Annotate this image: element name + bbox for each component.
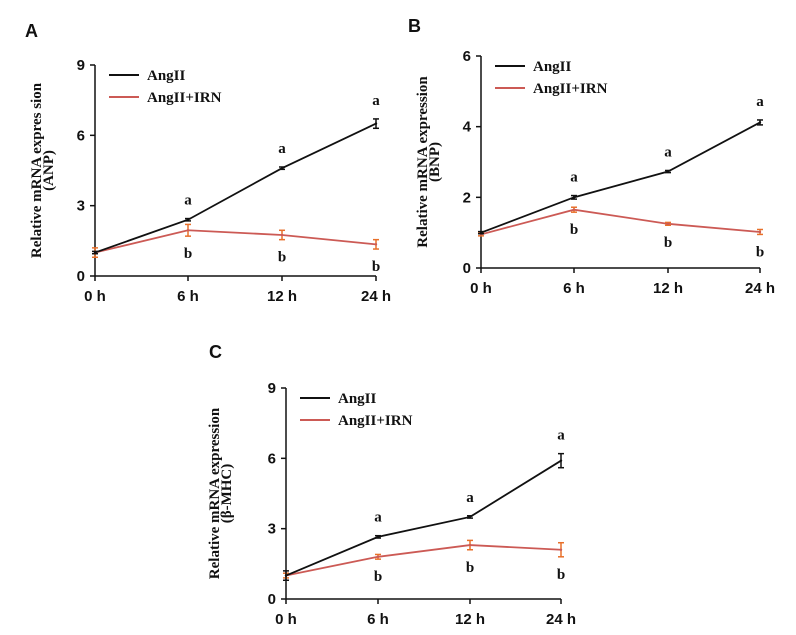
data-point: [559, 459, 563, 462]
data-point: [758, 230, 762, 234]
significance-label: a: [664, 144, 672, 160]
chart-panel-a: A 0 3 6 9 0 h 6 h 12 h 24 h Relative mRNA expres …: [25, 21, 391, 305]
significance-label: a: [466, 490, 474, 506]
series-line-angii-irn: [285, 544, 562, 577]
data-point: [572, 196, 576, 199]
legend-label: AngII: [338, 391, 377, 407]
data-point: [376, 535, 380, 539]
y-tick-label: 2: [463, 189, 471, 206]
y-axis-label: (BNP): [427, 142, 443, 182]
y-axis-label: Relative mRNA expres sion: [29, 82, 45, 258]
y-tick-label: 0: [463, 260, 471, 277]
x-tick-label: 24 h: [361, 288, 391, 305]
series-line-angii-irn: [94, 229, 377, 254]
chart-panel-c: C 0 3 6 9 0 h 6 h 12 h 24 h Relative mRNA express…: [207, 342, 576, 628]
data-point: [479, 231, 483, 234]
y-tick-label: 3: [268, 521, 276, 538]
series-line-angii-irn: [480, 208, 761, 236]
data-point: [559, 548, 563, 551]
data-point: [280, 233, 284, 237]
data-point: [572, 208, 576, 211]
legend-label: AngII+IRN: [147, 90, 222, 106]
significance-label: a: [570, 170, 578, 186]
y-axis-label: Relative mRNA expression: [207, 407, 223, 579]
panel-letter: A: [25, 21, 38, 41]
y-tick-label: 9: [77, 57, 85, 74]
significance-label: a: [372, 93, 380, 109]
y-axis-label: Relative mRNA expression: [415, 76, 431, 248]
x-tick-label: 12 h: [267, 288, 297, 305]
data-point: [186, 218, 190, 221]
significance-label: a: [184, 193, 192, 209]
significance-label: b: [278, 250, 286, 266]
x-tick-label: 6 h: [367, 611, 389, 628]
legend-label: AngII: [533, 59, 572, 75]
y-tick-label: 9: [268, 380, 276, 397]
significance-label: b: [466, 560, 474, 576]
series-line-angii: [480, 121, 761, 234]
data-point: [666, 170, 670, 173]
legend-label: AngII+IRN: [338, 413, 413, 429]
significance-label: b: [664, 235, 672, 251]
series-line-angii: [94, 122, 377, 254]
y-axis-label: (ANP): [41, 150, 57, 191]
y-tick-label: 6: [463, 48, 471, 65]
data-point: [666, 222, 670, 226]
significance-label: b: [372, 259, 380, 275]
y-axis-label: (β-MHC): [219, 464, 235, 524]
x-tick-label: 0 h: [275, 611, 297, 628]
data-point: [93, 251, 97, 254]
data-point: [376, 555, 380, 558]
series-line-angii: [285, 459, 562, 577]
significance-label: b: [184, 246, 192, 262]
significance-label: b: [756, 244, 764, 260]
legend-label: AngII+IRN: [533, 81, 608, 97]
y-tick-label: 3: [77, 198, 85, 215]
x-tick-label: 12 h: [455, 611, 485, 628]
data-point: [374, 243, 378, 246]
x-tick-label: 24 h: [546, 611, 576, 628]
significance-label: a: [557, 428, 565, 444]
data-point: [468, 543, 472, 547]
panel-letter: B: [408, 16, 421, 36]
data-point: [468, 515, 472, 519]
data-point: [374, 122, 378, 125]
panel-letter: C: [209, 342, 222, 362]
x-tick-label: 12 h: [653, 280, 683, 297]
significance-label: a: [278, 141, 286, 157]
significance-label: b: [374, 569, 382, 585]
y-tick-label: 6: [268, 450, 276, 467]
x-tick-label: 6 h: [177, 288, 199, 305]
legend-label: AngII: [147, 68, 186, 84]
data-point: [280, 166, 284, 170]
significance-label: b: [557, 567, 565, 583]
y-tick-label: 4: [463, 119, 472, 136]
data-point: [284, 574, 288, 577]
significance-label: a: [374, 510, 382, 526]
y-tick-label: 0: [77, 268, 85, 285]
significance-label: a: [756, 94, 764, 110]
significance-label: b: [570, 222, 578, 238]
x-tick-label: 6 h: [563, 280, 585, 297]
data-point: [186, 229, 190, 232]
y-tick-label: 0: [268, 591, 276, 608]
y-tick-label: 6: [77, 127, 85, 144]
x-tick-label: 0 h: [470, 280, 492, 297]
x-tick-label: 24 h: [745, 280, 775, 297]
data-point: [758, 121, 762, 124]
x-tick-label: 0 h: [84, 288, 106, 305]
chart-panel-b: B 0 2 4 6 0 h 6 h 12 h 24 h Relative mRNA express…: [408, 16, 775, 297]
